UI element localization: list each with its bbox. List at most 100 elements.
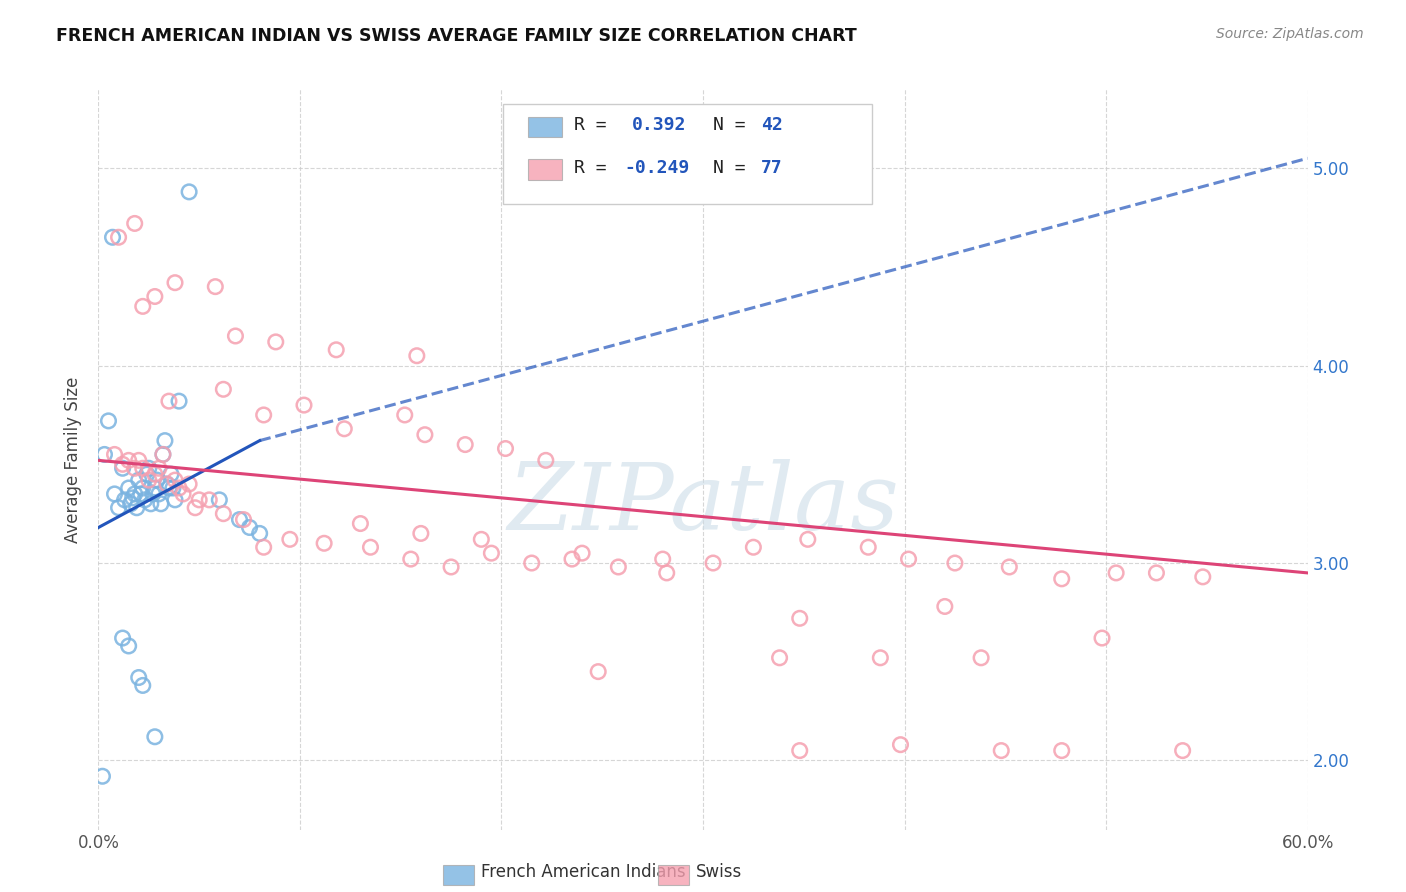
Point: [132, 299, 155, 313]
Point: [440, 560, 463, 574]
Point: [152, 447, 174, 461]
Point: [124, 461, 146, 475]
Point: [998, 560, 1021, 574]
Point: [179, 185, 201, 199]
Point: [534, 453, 557, 467]
Point: [135, 467, 157, 482]
Point: [333, 422, 356, 436]
Point: [101, 230, 124, 244]
Point: [797, 533, 820, 547]
Point: [409, 526, 432, 541]
Point: [586, 665, 609, 679]
Text: French American Indians: French American Indians: [481, 863, 686, 881]
Point: [143, 467, 166, 482]
Point: [1146, 566, 1168, 580]
Point: [143, 481, 166, 495]
Point: [107, 230, 129, 244]
Point: [360, 540, 382, 554]
Point: [188, 492, 211, 507]
Point: [249, 526, 271, 541]
Point: [156, 477, 179, 491]
Text: Swiss: Swiss: [696, 863, 742, 881]
Point: [314, 536, 336, 550]
FancyBboxPatch shape: [527, 159, 561, 179]
Text: ZIPatlas: ZIPatlas: [508, 458, 898, 549]
Point: [1105, 566, 1128, 580]
Point: [1050, 572, 1073, 586]
Point: [129, 487, 152, 501]
Point: [138, 461, 160, 475]
Point: [179, 477, 201, 491]
Point: [212, 507, 235, 521]
Point: [325, 343, 347, 357]
Point: [204, 279, 226, 293]
Text: FRENCH AMERICAN INDIAN VS SWISS AVERAGE FAMILY SIZE CORRELATION CHART: FRENCH AMERICAN INDIAN VS SWISS AVERAGE …: [56, 27, 858, 45]
Point: [253, 408, 276, 422]
Text: R =: R =: [574, 117, 628, 135]
Point: [149, 497, 172, 511]
Point: [970, 650, 993, 665]
Point: [278, 533, 301, 547]
Point: [1050, 743, 1073, 757]
Point: [934, 599, 956, 614]
Point: [184, 500, 207, 515]
Point: [495, 442, 517, 456]
Point: [520, 556, 543, 570]
Text: Source: ZipAtlas.com: Source: ZipAtlas.com: [1216, 27, 1364, 41]
Text: N =: N =: [713, 160, 756, 178]
Point: [91, 769, 114, 783]
Point: [103, 447, 125, 461]
Point: [228, 513, 250, 527]
Point: [167, 481, 190, 495]
Point: [702, 556, 724, 570]
Point: [413, 427, 436, 442]
Point: [118, 453, 141, 467]
Point: [97, 414, 120, 428]
Point: [789, 611, 811, 625]
Point: [239, 520, 262, 534]
Point: [1091, 631, 1114, 645]
Point: [160, 467, 183, 482]
Point: [212, 382, 235, 396]
Point: [138, 473, 160, 487]
Point: [990, 743, 1012, 757]
Point: [167, 394, 190, 409]
Point: [232, 513, 254, 527]
Y-axis label: Average Family Size: Average Family Size: [65, 376, 83, 542]
Point: [742, 540, 765, 554]
Point: [118, 481, 141, 495]
Point: [162, 481, 184, 495]
Point: [120, 497, 142, 511]
Text: 42: 42: [761, 117, 783, 135]
Point: [157, 481, 180, 495]
Point: [172, 487, 194, 501]
Point: [132, 481, 155, 495]
Point: [651, 552, 673, 566]
Point: [103, 487, 125, 501]
Point: [111, 631, 134, 645]
Point: [143, 730, 166, 744]
Point: [869, 650, 891, 665]
Point: [208, 492, 231, 507]
Point: [93, 447, 115, 461]
Point: [571, 546, 593, 560]
Point: [405, 349, 427, 363]
Point: [858, 540, 880, 554]
Point: [132, 678, 155, 692]
Point: [349, 516, 371, 531]
Text: 0.392: 0.392: [631, 117, 686, 135]
Point: [153, 434, 176, 448]
Point: [128, 453, 150, 467]
Point: [789, 743, 811, 757]
Point: [561, 552, 583, 566]
Point: [264, 334, 287, 349]
Point: [128, 473, 150, 487]
Point: [897, 552, 920, 566]
Point: [146, 473, 169, 487]
Point: [253, 540, 276, 554]
Point: [134, 492, 156, 507]
Point: [148, 487, 170, 501]
Point: [454, 437, 477, 451]
Point: [111, 458, 134, 472]
Point: [125, 500, 148, 515]
